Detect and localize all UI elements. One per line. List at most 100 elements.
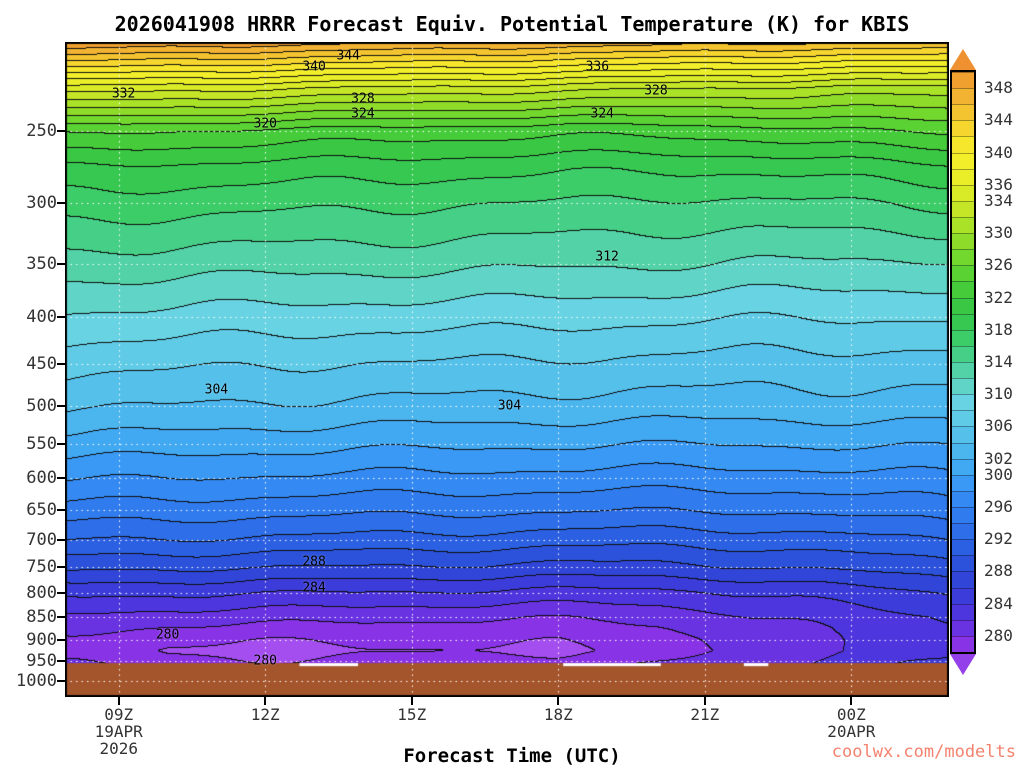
y-axis-tick-label: 600 (26, 468, 57, 489)
contour-plot-canvas (65, 42, 949, 697)
y-axis-tick-mark (57, 615, 65, 618)
contour-label: 344 (336, 48, 361, 64)
contour-label: 280 (155, 627, 180, 643)
contour-label: 280 (253, 653, 277, 669)
y-axis-tick-mark (57, 591, 65, 594)
colorbar-tick-label: 314 (984, 352, 1013, 371)
colorbar-block (952, 313, 974, 330)
colorbar-block (952, 265, 974, 282)
y-axis-tick-mark (57, 660, 65, 663)
y-axis-tick-mark (57, 442, 65, 445)
x-axis-title: Forecast Time (UTC) (403, 745, 621, 767)
y-axis-tick-label: 500 (26, 396, 57, 417)
colorbar-block (952, 104, 974, 121)
colorbar-block (952, 507, 974, 524)
contour-label: 340 (302, 59, 326, 75)
colorbar-tick-label: 322 (984, 287, 1013, 307)
colorbar-block (952, 217, 974, 234)
colorbar-block (952, 394, 974, 411)
colorbar-block (952, 72, 974, 89)
colorbar-block (952, 490, 974, 507)
y-axis-tick-label: 950 (26, 651, 57, 672)
x-axis-tick-label: 21Z (690, 705, 720, 724)
colorbar-tick-label: 334 (984, 190, 1013, 210)
colorbar-block (952, 571, 974, 588)
colorbar-block (952, 539, 974, 556)
colorbar-block (952, 362, 974, 379)
y-axis-tick-mark (57, 566, 65, 569)
contour-label: 304 (497, 398, 522, 414)
y-axis-tick-label: 1000 (16, 671, 57, 692)
colorbar-tick-label: 326 (984, 255, 1013, 275)
colorbar-tick-label: 318 (984, 319, 1013, 339)
y-axis-tick-mark (57, 263, 65, 266)
x-axis-tick-mark (703, 697, 706, 705)
y-axis-tick-label: 250 (26, 120, 57, 141)
colorbar-tick-label: 296 (984, 497, 1013, 516)
y-axis-tick-mark (57, 538, 65, 541)
colorbar-block (952, 410, 974, 427)
colorbar-tick-label: 330 (984, 223, 1013, 243)
contour-label: 324 (590, 106, 614, 122)
y-axis-tick-label: 850 (26, 606, 57, 627)
colorbar-tick-label: 288 (984, 561, 1013, 581)
colorbar-tick-label: 302 (984, 448, 1013, 468)
colorbar-block (952, 442, 974, 459)
y-axis-tick-label: 650 (26, 500, 57, 521)
contour-label: 336 (585, 59, 610, 75)
colorbar-block (952, 233, 974, 250)
colorbar (950, 70, 976, 654)
colorbar-block (952, 603, 974, 620)
colorbar-block (952, 200, 974, 217)
y-axis-tick-mark (57, 363, 65, 366)
x-axis-tick-mark (264, 697, 267, 705)
x-axis-tick-mark (117, 697, 120, 705)
colorbar-block (952, 120, 974, 137)
colorbar-block (952, 587, 974, 604)
x-axis-date-label: 19APR (94, 722, 143, 741)
y-axis-tick-mark (57, 680, 65, 683)
colorbar-arrow-up-icon (950, 49, 976, 70)
contour-label: 288 (302, 554, 326, 570)
colorbar-block (952, 426, 974, 443)
y-axis-tick-mark (57, 316, 65, 319)
colorbar-tick-label: 280 (984, 625, 1013, 645)
colorbar-tick-label: 336 (984, 174, 1013, 194)
colorbar-block (952, 635, 974, 652)
x-axis-date-label: 2026 (99, 739, 138, 758)
y-axis-tick-mark (57, 509, 65, 512)
y-axis-tick-mark (57, 405, 65, 408)
y-axis-tick-label: 450 (26, 354, 57, 375)
colorbar-block (952, 168, 974, 185)
y-axis-tick-label: 700 (26, 529, 57, 550)
x-axis-tick-label: 18Z (543, 705, 573, 724)
y-axis-tick-label: 400 (26, 307, 57, 328)
colorbar-block (952, 329, 974, 346)
colorbar-tick-label: 340 (984, 142, 1013, 162)
colorbar-block (952, 555, 974, 572)
colorbar-tick-label: 284 (984, 593, 1013, 613)
y-axis-tick-label: 550 (26, 433, 57, 454)
colorbar-block (952, 297, 974, 314)
x-axis-tick-label: 00Z (836, 705, 866, 724)
contour-label: 328 (351, 91, 375, 107)
watermark-link[interactable]: coolwx.com/modelts (831, 742, 1016, 762)
colorbar-arrow-down-icon (950, 654, 976, 675)
colorbar-block (952, 249, 974, 266)
y-axis-tick-label: 750 (26, 557, 57, 578)
contour-label: 320 (253, 116, 277, 132)
chart-title: 2026041908 HRRR Forecast Equiv. Potentia… (114, 12, 910, 36)
y-axis-tick-mark (57, 638, 65, 641)
x-axis-tick-mark (557, 697, 560, 705)
colorbar-tick-label: 300 (984, 464, 1013, 484)
colorbar-block (952, 281, 974, 298)
colorbar-block (952, 345, 974, 362)
y-axis-tick-label: 800 (26, 582, 57, 603)
y-axis-tick-label: 900 (26, 629, 57, 650)
y-axis-tick-label: 350 (26, 254, 57, 275)
x-axis-tick-label: 15Z (397, 705, 427, 724)
plot-area: 344 340 336 332 328 324 328 324 320 312 304 304 288 2… (65, 42, 949, 697)
contour-label: 324 (351, 106, 375, 122)
colorbar-tick-label: 292 (984, 529, 1013, 549)
